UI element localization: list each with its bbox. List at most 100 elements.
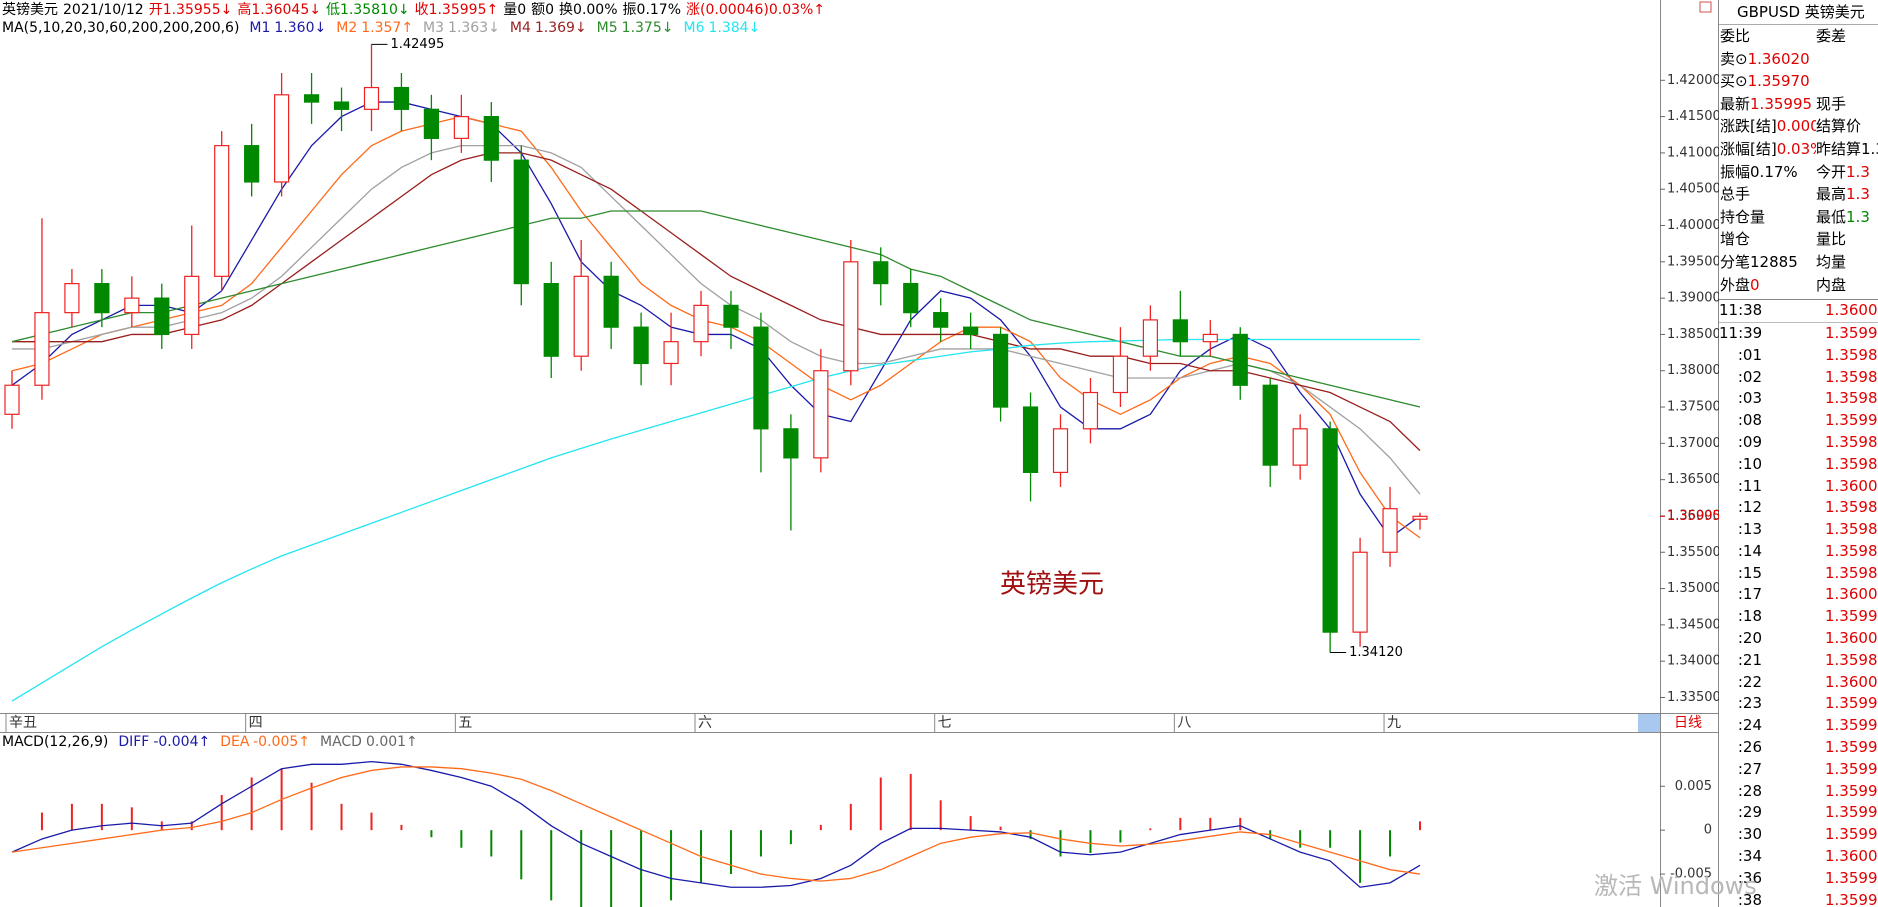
- tick-row: :29 1.35992: [1719, 802, 1878, 824]
- quote-label: 量比: [1816, 230, 1847, 249]
- quote-row: 持仓量 最低1.3: [1719, 206, 1878, 229]
- quote-row: 委比 委差: [1719, 25, 1878, 48]
- quote-cell-group: 今开1.3: [1816, 161, 1878, 184]
- macd-plot: [11, 761, 1421, 907]
- extreme-label: 1.42495: [390, 37, 444, 52]
- quote-row: 涨跌[结]0.00046结算价: [1719, 115, 1878, 138]
- header-item: 换0.00%: [559, 1, 617, 18]
- tick-row: :30 1.35991: [1719, 824, 1878, 846]
- tick-price: 1.35987: [1825, 650, 1878, 669]
- tick-row: :34 1.36005: [1719, 846, 1878, 868]
- quote-cell-group: 委比: [1720, 25, 1816, 48]
- candle-body: [813, 370, 829, 459]
- tick-price: 1.36005: [1825, 476, 1878, 495]
- legend-name: DIFF: [118, 734, 149, 750]
- candle-body: [363, 86, 380, 110]
- x-tick-label: 五: [458, 715, 472, 731]
- quote-label: 买⊙: [1720, 72, 1748, 91]
- candle-body: [513, 159, 529, 285]
- tick-row: 11:38 1.36005: [1719, 300, 1878, 323]
- quote-value: 1.36020: [1747, 49, 1810, 68]
- header-item: 英镑美元: [2, 1, 58, 18]
- quote-row: 总手 最高1.3: [1719, 183, 1878, 206]
- tick-row: :03 1.35982: [1719, 388, 1878, 410]
- tick-time: :22: [1737, 672, 1762, 691]
- quote-cell-group: 总手: [1720, 183, 1816, 206]
- y-tick-label: 1.40000: [1667, 218, 1719, 233]
- tick-price: 1.35991: [1825, 738, 1878, 757]
- period-label[interactable]: 日线: [1674, 715, 1702, 731]
- quote-value: 0.00046: [1776, 117, 1816, 136]
- quote-row: 分笔12885 均量: [1719, 251, 1878, 274]
- quote-cell-group: 涨幅[结]0.03%: [1720, 138, 1816, 161]
- legend-value: 1.384↓: [708, 20, 760, 36]
- tick-price: 1.35986: [1825, 454, 1878, 473]
- quote-cell-group: 振幅0.17%: [1720, 161, 1816, 184]
- series-line: [11, 210, 1421, 408]
- candle-body: [154, 297, 170, 336]
- quote-cell-group: 涨跌[结]0.00046: [1720, 115, 1816, 138]
- quote-row: 买⊙1.35970: [1719, 70, 1878, 93]
- tick-time: :29: [1737, 803, 1762, 822]
- y-tick-label: -0.005: [1670, 867, 1712, 882]
- tick-row: :14 1.35987: [1719, 541, 1878, 563]
- y-tick-label: 1.39000: [1667, 291, 1719, 306]
- y-tick-label: 1.36000: [1667, 508, 1719, 523]
- quote-value: 0: [1750, 275, 1760, 294]
- plot: [4, 44, 1428, 702]
- tick-price: 1.35995: [1825, 607, 1878, 626]
- y-tick-label: 1.42000: [1667, 73, 1719, 88]
- scroll-thumb[interactable]: [1638, 714, 1660, 732]
- quote-label: 卖⊙: [1720, 49, 1748, 68]
- y-tick-label: 1.36500: [1667, 472, 1719, 487]
- candle-body: [903, 283, 919, 314]
- tick-price: 1.35983: [1825, 432, 1878, 451]
- candle-body: [4, 384, 20, 415]
- candle-body: [1322, 428, 1338, 633]
- candle-body: [1262, 384, 1278, 466]
- legend-value: -0.005↑: [253, 734, 310, 750]
- header-item: 开1.35955↓: [149, 2, 233, 18]
- tick-price: 1.36005: [1825, 301, 1878, 320]
- tick-time: :13: [1737, 520, 1762, 539]
- quote-value: 0.03%: [1776, 139, 1816, 158]
- x-tick-label: 八: [1177, 715, 1191, 731]
- header-item: 低1.35810↓: [326, 2, 410, 18]
- tick-price: 1.35988: [1825, 563, 1878, 582]
- tick-row: :02 1.35983: [1719, 367, 1878, 389]
- window-icon[interactable]: [1699, 1, 1712, 13]
- y-tick-label: 1.41500: [1667, 109, 1719, 124]
- candle-body: [64, 283, 80, 314]
- candle-body: [184, 275, 200, 336]
- tick-time: :18: [1737, 607, 1762, 626]
- y-tick-label: 0.005: [1675, 779, 1712, 794]
- candle-body: [1112, 355, 1129, 394]
- tick-time: :09: [1737, 432, 1762, 451]
- candle-body: [1232, 333, 1248, 386]
- quote-value: 1.3: [1846, 207, 1870, 226]
- quote-label: 最新: [1720, 94, 1751, 113]
- tick-price: 1.35992: [1825, 803, 1878, 822]
- series-line: [11, 115, 1421, 539]
- candle-body: [333, 101, 350, 110]
- quote-cell-group: 最低1.3: [1816, 206, 1878, 229]
- quote-row: 卖⊙1.36020: [1719, 48, 1878, 71]
- legend-value: 1.360↓: [274, 20, 326, 36]
- candle-body: [453, 115, 469, 139]
- tick-time: :34: [1737, 847, 1762, 866]
- tick-row: :01 1.35989: [1719, 345, 1878, 367]
- header-item: 高1.36045↓: [237, 1, 321, 18]
- tick-row: :10 1.35986: [1719, 454, 1878, 476]
- candle-body: [963, 326, 979, 336]
- tick-time: :03: [1737, 389, 1762, 408]
- candle-body: [303, 94, 320, 103]
- candle-body: [274, 94, 290, 183]
- legend-name: M3: [423, 20, 444, 36]
- quote-cell-group: 持仓量: [1720, 206, 1816, 229]
- candle-body: [1172, 319, 1188, 343]
- candle-body: [543, 283, 559, 357]
- quote-label: 振幅: [1720, 162, 1751, 181]
- quote-label: 总手: [1720, 185, 1751, 204]
- legend-name: M6: [683, 20, 704, 36]
- header-item: 振0.17%: [623, 2, 681, 18]
